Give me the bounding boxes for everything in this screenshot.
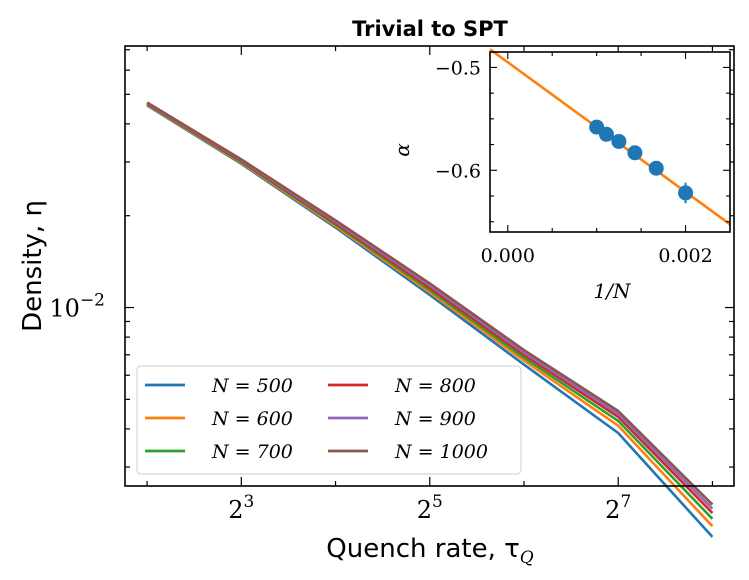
main-y-ticks: 10−2 <box>49 49 734 468</box>
inset-ticks: 0.000 0.002 −0.5 −0.6 <box>435 52 730 267</box>
inset-data-point-5 <box>678 185 694 201</box>
inset-plot: 0.000 0.002 −0.5 −0.6 1/N α <box>390 48 731 303</box>
inset-y-axis-label: α <box>390 143 414 157</box>
y-tick-label-exponent: −2 <box>80 291 105 311</box>
x-tick-label: 25 <box>417 492 443 524</box>
legend-entries: N = 500 N = 600 N = 700 N = 800 N = 900 N = 1… <box>145 375 488 463</box>
legend-label-5: N = 1000 <box>394 441 488 463</box>
x-tick-label-base: 2 <box>417 496 432 524</box>
chart-title: Trivial to SPT <box>352 17 508 41</box>
inset-background <box>490 52 730 232</box>
x-tick-label-exponent: 7 <box>620 492 631 512</box>
x-tick-label-base: 2 <box>228 496 243 524</box>
inset-data-point-4 <box>648 160 664 176</box>
series-line-5 <box>146 101 714 506</box>
main-x-ticks: 23 25 27 <box>146 46 714 524</box>
legend-label-4: N = 900 <box>394 408 476 430</box>
x-axis-label-text: Quench rate, τ <box>326 534 519 564</box>
inset-y-tick-label: −0.5 <box>435 57 481 79</box>
x-tick-label-exponent: 5 <box>432 492 443 512</box>
inset-x-axis-label: 1/N <box>594 279 632 303</box>
inset-data-point-3 <box>627 145 643 161</box>
legend-box <box>136 365 522 475</box>
inset-y-tick-label: −0.6 <box>435 160 481 182</box>
inset-plot-frame <box>489 51 731 233</box>
x-tick-label: 23 <box>228 492 254 524</box>
x-tick-label-base: 2 <box>605 496 620 524</box>
legend: N = 500 N = 600 N = 700 N = 800 N = 900 N = 1… <box>136 365 522 475</box>
inset-data-point-1 <box>598 126 614 142</box>
x-tick-label-exponent: 3 <box>244 492 255 512</box>
y-tick-label: 10−2 <box>49 291 105 323</box>
x-axis-label-subscript: Q <box>520 548 534 568</box>
x-tick-label: 27 <box>605 492 631 524</box>
inset-x-tick-label: 0.000 <box>481 245 535 267</box>
y-tick-label-base: 10 <box>49 295 80 323</box>
inset-data-point-2 <box>611 133 627 149</box>
y-axis-label: Density, η <box>18 200 48 332</box>
inset-content <box>489 48 731 226</box>
inset-x-tick-label: 0.002 <box>658 245 712 267</box>
legend-label-1: N = 600 <box>211 408 293 430</box>
main-lines <box>146 101 714 538</box>
legend-label-3: N = 800 <box>394 375 476 397</box>
legend-label-2: N = 700 <box>211 441 293 463</box>
legend-label-0: N = 500 <box>211 375 293 397</box>
x-axis-label: Quench rate, τQ <box>326 534 533 568</box>
